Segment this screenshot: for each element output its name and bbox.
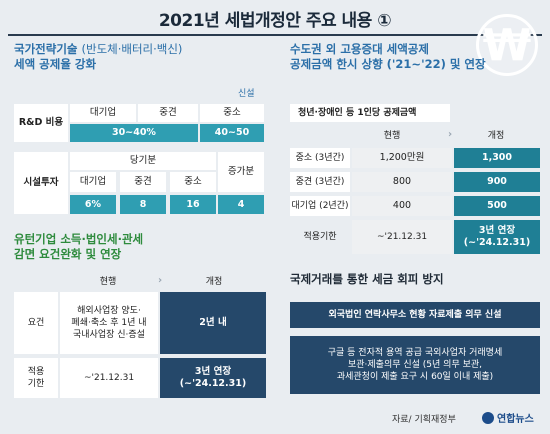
reshoring-revised-header: 개정 xyxy=(205,277,223,287)
rd-cost-label: R&D 비용 xyxy=(14,104,68,142)
employment-current-large: 400 xyxy=(352,196,452,216)
rd-header-small: 중소 xyxy=(200,104,264,122)
facility-value-increase: 4 xyxy=(218,195,264,214)
section-title-tax-credit: 세액 공제율 강화 xyxy=(14,57,97,71)
section-title-employment-2: 공제금액 한시 상향 ('21~'22) 및 연장 xyxy=(290,57,486,71)
employment-row-label-midsize: 중견 (3년간) xyxy=(290,172,350,192)
source-credit: 자료/ 기획재정부 xyxy=(392,415,456,425)
section-title-strategic-tech-sub: (반도체·배터리·백신) xyxy=(81,42,183,56)
national-strategic-tech-section: 국가전략기술 (반도체·배터리·백신) 세액 공제율 강화 xyxy=(14,42,264,72)
facility-header-large: 대기업 xyxy=(70,172,116,192)
employment-current-deadline: ~'21.12.31 xyxy=(352,220,452,254)
employment-revised-header: 개정 xyxy=(487,131,505,141)
reshoring-current-requirement: 해외사업장 양도· 폐쇄·축소 후 1년 내 국내사업장 신·증설 xyxy=(60,292,158,354)
section-title-strategic-tech: 국가전략기술 xyxy=(14,42,78,56)
reshoring-row-label-requirement: 요건 xyxy=(14,292,58,354)
employment-current-midsize: 800 xyxy=(352,172,452,192)
employment-credit-section: 수도권 외 고용증대 세액공제 공제금액 한시 상향 ('21~'22) 및 연… xyxy=(290,42,510,72)
employment-current-sme: 1,200만원 xyxy=(352,148,452,168)
yonhap-logo-icon xyxy=(482,411,494,424)
yonhap-logo: 연합뉴스 xyxy=(482,410,534,425)
facility-investment-label: 시설투자 xyxy=(14,152,68,214)
reshoring-row-label-deadline: 적용 기한 xyxy=(14,358,58,398)
employment-revised-deadline: 3년 연장 (~'24.12.31) xyxy=(454,220,540,254)
page-title: 2021년 세법개정안 주요 내용 ① xyxy=(158,11,392,31)
rd-header-mid: 중견 xyxy=(138,104,198,122)
won-currency-icon: ₩ xyxy=(476,14,538,76)
employment-row-label-large: 대기업 (2년간) xyxy=(290,196,350,216)
liaison-office-disclosure-box: 외국법인 연락사무소 현황 자료제출 의무 신설 xyxy=(290,302,540,328)
reshoring-current-header: 현행 xyxy=(99,277,117,287)
facility-current-period-header: 당기분 xyxy=(70,152,216,170)
employment-row-label-deadline: 적용기한 xyxy=(303,232,337,242)
employment-revised-midsize: 900 xyxy=(454,172,540,192)
chevron-right-icon-2: › xyxy=(448,129,453,140)
facility-increase-header: 증가분 xyxy=(218,152,264,192)
section-title-employment: 수도권 외 고용증대 세액공제 xyxy=(290,42,429,56)
rd-value-small: 40~50 xyxy=(200,124,264,142)
facility-header-small: 중소 xyxy=(170,172,216,192)
reshoring-section: 유턴기업 소득·법인세·관세 감면 요건완화 및 연장 xyxy=(14,232,274,262)
foreign-digital-service-box: 구글 등 전자적 용역 공급 국외사업자 거래명세 보관·제출의무 신설 (5년… xyxy=(290,336,540,394)
facility-value-small: 16 xyxy=(170,195,216,214)
section-title-international: 국제거래를 통한 세금 회피 방지 xyxy=(290,272,444,286)
chevron-right-icon: › xyxy=(158,275,163,286)
facility-header-mid: 중견 xyxy=(120,172,166,192)
reshoring-current-deadline: ~'21.12.31 xyxy=(60,358,158,398)
facility-value-mid: 8 xyxy=(120,195,166,214)
yonhap-logo-text: 연합뉴스 xyxy=(497,414,534,425)
title-divider xyxy=(8,34,542,36)
section-title-reshoring-2: 감면 요건완화 및 연장 xyxy=(14,247,122,261)
employment-current-header: 현행 xyxy=(383,131,401,141)
employment-row-label-sme: 중소 (3년간) xyxy=(290,148,350,168)
reshoring-revised-requirement: 2년 내 xyxy=(160,292,266,354)
per-person-credit-subheader: 청년·장애인 등 1인당 공제금액 xyxy=(290,104,450,122)
reshoring-revised-deadline: 3년 연장 (~'24.12.31) xyxy=(160,358,266,398)
new-tag: 신설 xyxy=(238,89,255,99)
section-title-reshoring: 유턴기업 소득·법인세·관세 xyxy=(14,232,144,246)
facility-value-large: 6% xyxy=(70,195,116,214)
employment-revised-sme: 1,300 xyxy=(454,148,540,168)
employment-revised-large: 500 xyxy=(454,196,540,216)
rd-header-large: 대기업 xyxy=(70,104,136,122)
rd-value-large-mid: 30~40% xyxy=(70,124,198,142)
